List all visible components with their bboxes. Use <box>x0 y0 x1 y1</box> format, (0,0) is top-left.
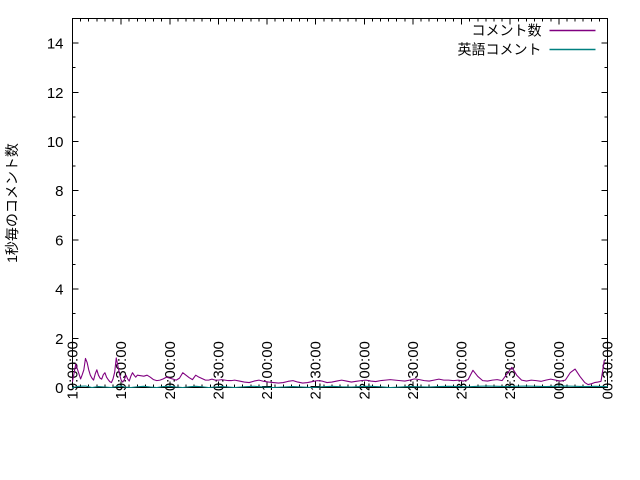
x-tick-label: 00:00:00 <box>551 341 568 399</box>
plot-frame <box>72 18 608 388</box>
legend-label-2: 英語コメント <box>458 42 542 58</box>
x-tick-label: 22:00:00 <box>356 341 373 399</box>
y-axis-label: 1秒毎のコメント数 <box>4 143 20 263</box>
x-tick-label: 21:00:00 <box>259 341 276 399</box>
legend-label-1: コメント数 <box>472 23 542 39</box>
x-tick-label: 22:30:00 <box>405 341 422 399</box>
y-axis-ticks <box>72 18 608 388</box>
x-axis-tick-labels: 19:00:00 19:30:00 20:00:00 20:30:00 21:00:00… <box>65 341 617 399</box>
x-tick-label: 19:00:00 <box>65 341 82 399</box>
series-line-2 <box>71 385 609 389</box>
data-series-group <box>71 357 609 389</box>
series-line-1 <box>71 357 605 386</box>
x-tick-label: 23:00:00 <box>454 341 471 399</box>
plot-border <box>72 18 608 388</box>
y-tick-label: 12 <box>47 85 64 102</box>
y-tick-label: 4 <box>55 282 63 299</box>
y-tick-label: 6 <box>55 232 63 249</box>
y-tick-label: 0 <box>55 380 63 397</box>
y-tick-label: 10 <box>47 134 64 151</box>
x-tick-label: 20:00:00 <box>162 341 179 399</box>
x-tick-label: 21:30:00 <box>308 341 325 399</box>
y-tick-label: 14 <box>47 36 64 53</box>
y-axis-tick-labels: 0 2 4 6 8 10 12 14 <box>47 36 64 397</box>
x-tick-label: 00:30:00 <box>600 341 617 399</box>
x-tick-label: 20:30:00 <box>210 341 227 399</box>
y-tick-label: 8 <box>55 183 63 200</box>
x-axis-ticks <box>72 18 608 388</box>
x-tick-label: 19:30:00 <box>113 341 130 399</box>
y-tick-label: 2 <box>55 331 63 348</box>
x-tick-label: 23:30:00 <box>502 341 519 399</box>
y-axis-title: 1秒毎のコメント数 <box>4 143 20 263</box>
